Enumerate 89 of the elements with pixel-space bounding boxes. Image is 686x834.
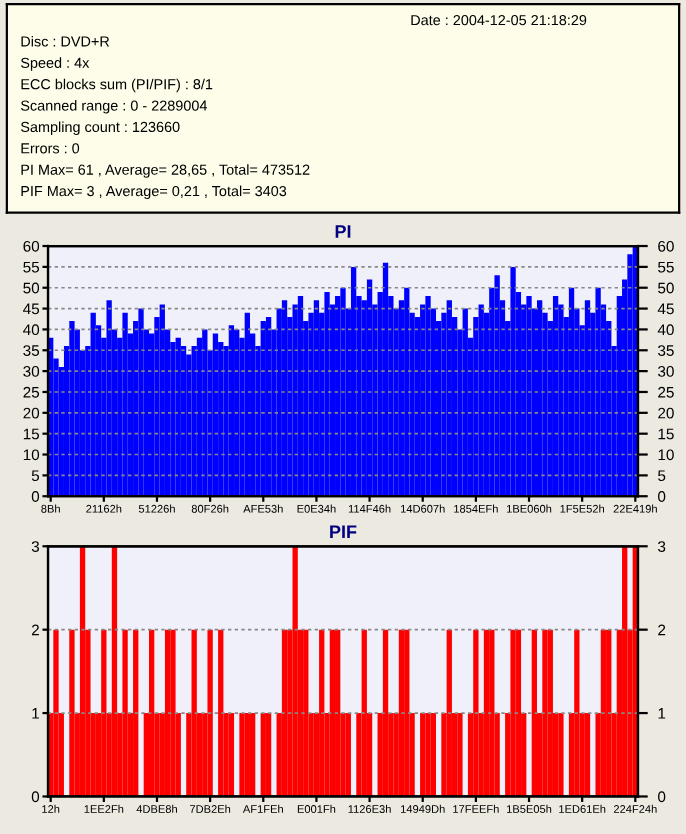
bar (425, 713, 431, 797)
bar (53, 629, 59, 797)
bar (122, 312, 128, 497)
bar (606, 629, 612, 797)
bar (79, 546, 86, 797)
bar (622, 546, 628, 797)
bar (122, 629, 128, 797)
bar (281, 629, 288, 797)
bar (526, 296, 532, 497)
bar (297, 296, 304, 497)
bar (111, 546, 118, 797)
bar (558, 713, 564, 797)
chart-title: PIF (330, 525, 357, 538)
bar (324, 291, 330, 497)
bar (265, 713, 272, 797)
bar (552, 296, 559, 497)
bar (531, 629, 537, 797)
bar (510, 266, 516, 497)
bar (457, 713, 463, 797)
bar (404, 629, 410, 797)
bar (138, 308, 144, 497)
bar (558, 304, 564, 497)
bar (196, 337, 203, 497)
bar (69, 629, 75, 797)
bar (335, 296, 341, 497)
bar (489, 629, 495, 797)
bar (191, 629, 197, 797)
bar (106, 300, 112, 497)
bar (515, 629, 522, 797)
bar (627, 254, 633, 497)
bar (574, 629, 580, 797)
bar (228, 325, 235, 497)
bar (329, 629, 336, 797)
bar (494, 275, 500, 497)
bar (595, 287, 601, 497)
bar (69, 321, 75, 497)
bar (244, 713, 250, 797)
bar (404, 287, 410, 497)
bar (446, 300, 452, 497)
bar (430, 713, 437, 797)
bar (382, 262, 389, 497)
bar (420, 713, 426, 797)
bar (366, 279, 373, 497)
bar (473, 629, 479, 797)
bar (568, 287, 575, 497)
bar (218, 341, 224, 497)
bar (340, 287, 346, 497)
bar (281, 300, 288, 497)
bar (175, 337, 181, 497)
bar (303, 629, 309, 797)
bar (244, 312, 250, 497)
bar (542, 629, 548, 797)
bar (361, 629, 367, 797)
bar (249, 713, 256, 797)
bar (335, 629, 341, 797)
bar (90, 312, 96, 497)
bar (239, 713, 245, 797)
bar (382, 629, 389, 797)
bar (101, 629, 107, 797)
bar (584, 713, 591, 797)
bar (510, 629, 516, 797)
bar (462, 308, 468, 497)
bar (547, 629, 553, 797)
bar (483, 629, 490, 797)
bar (276, 308, 282, 497)
bar (292, 304, 298, 497)
bar (186, 354, 192, 497)
bar (537, 300, 543, 497)
bar (260, 713, 266, 797)
bar (164, 629, 171, 797)
bar (478, 304, 484, 497)
bar (218, 629, 224, 797)
bar (133, 629, 139, 797)
bar (345, 713, 351, 797)
bar (292, 546, 298, 797)
bar (170, 629, 176, 797)
chart-title: PI (335, 225, 351, 238)
bar (319, 629, 325, 797)
bar (228, 713, 235, 797)
bar (398, 629, 405, 797)
bar (350, 266, 357, 497)
bar (149, 629, 155, 797)
bar (191, 346, 197, 497)
bar (600, 629, 607, 797)
bar (584, 300, 591, 497)
bar (313, 300, 320, 497)
bar (446, 629, 452, 797)
bar (425, 296, 431, 497)
bar (207, 629, 213, 797)
